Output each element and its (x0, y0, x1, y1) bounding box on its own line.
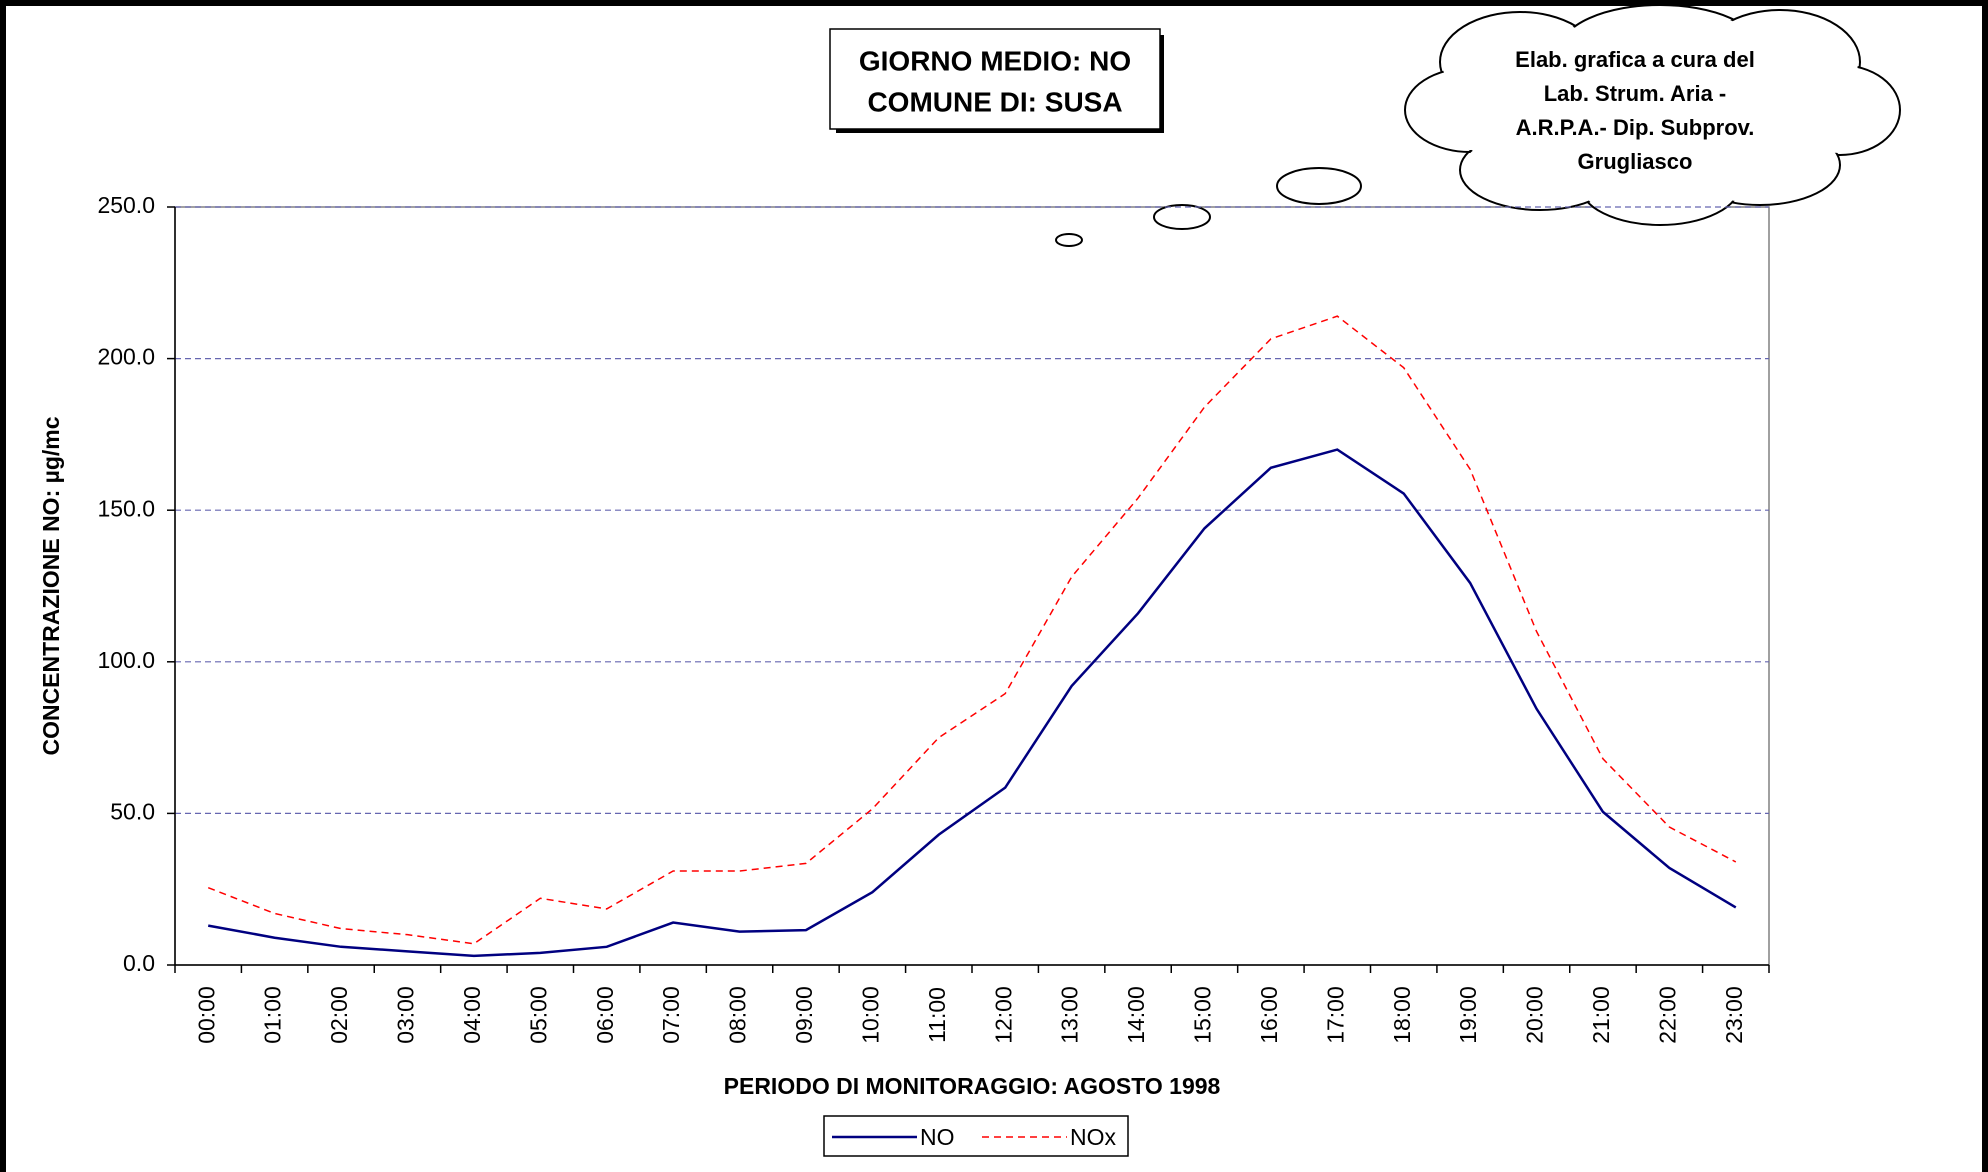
y-tick-label: 250.0 (97, 192, 155, 218)
y-tick-label: 200.0 (97, 344, 155, 370)
x-tick-label: 20:00 (1522, 986, 1548, 1044)
x-tick-label: 16:00 (1256, 986, 1282, 1044)
chart-title: GIORNO MEDIO: NO (859, 45, 1131, 76)
x-tick-label: 12:00 (990, 986, 1016, 1044)
series-line (207, 448, 1737, 958)
x-tick-label: 19:00 (1455, 986, 1481, 1044)
x-tick-label: 00:00 (193, 986, 219, 1044)
x-tick-label: 04:00 (459, 986, 485, 1044)
x-tick-label: 03:00 (393, 986, 419, 1044)
x-tick-label: 21:00 (1588, 986, 1614, 1044)
x-tick-label: 08:00 (725, 986, 751, 1044)
x-tick-label: 05:00 (525, 986, 551, 1044)
annotation: Grugliasco (1578, 149, 1693, 174)
cloud (1055, 4, 1901, 247)
legend-label: NO (920, 1124, 955, 1150)
x-tick-label: 02:00 (326, 986, 352, 1044)
y-tick-label: 0.0 (123, 950, 155, 976)
series-line (207, 315, 1737, 945)
x-tick-label: 15:00 (1190, 986, 1216, 1044)
annotation: Elab. grafica a cura del (1515, 47, 1755, 72)
x-tick-label: 14:00 (1123, 986, 1149, 1044)
y-tick-label: 100.0 (97, 647, 155, 673)
legend-label: NOx (1070, 1124, 1117, 1150)
x-tick-label: 10:00 (857, 986, 883, 1044)
x-tick-label: 01:00 (260, 986, 286, 1044)
annotation: A.R.P.A.- Dip. Subprov. (1516, 115, 1755, 140)
x-tick-label: 23:00 (1721, 986, 1747, 1044)
annotation: Lab. Strum. Aria - (1544, 81, 1727, 106)
x-tick-label: 09:00 (791, 986, 817, 1044)
y-tick-label: 150.0 (97, 495, 155, 521)
x-tick-label: 13:00 (1057, 986, 1083, 1044)
x-tick-label: 06:00 (592, 986, 618, 1044)
y-tick-label: 50.0 (110, 798, 155, 824)
x-tick-label: 07:00 (658, 986, 684, 1044)
x-tick-label: 17:00 (1322, 986, 1348, 1044)
x-tick-label: 18:00 (1389, 986, 1415, 1044)
y-axis-label: CONCENTRAZIONE NO: µg/mc (38, 416, 64, 755)
chart-subtitle: COMUNE DI: SUSA (867, 86, 1122, 117)
x-axis-label: PERIODO DI MONITORAGGIO: AGOSTO 1998 (724, 1073, 1221, 1099)
x-tick-label: 22:00 (1654, 986, 1680, 1044)
x-tick-label: 11:00 (924, 987, 950, 1043)
title-box (829, 28, 1161, 130)
